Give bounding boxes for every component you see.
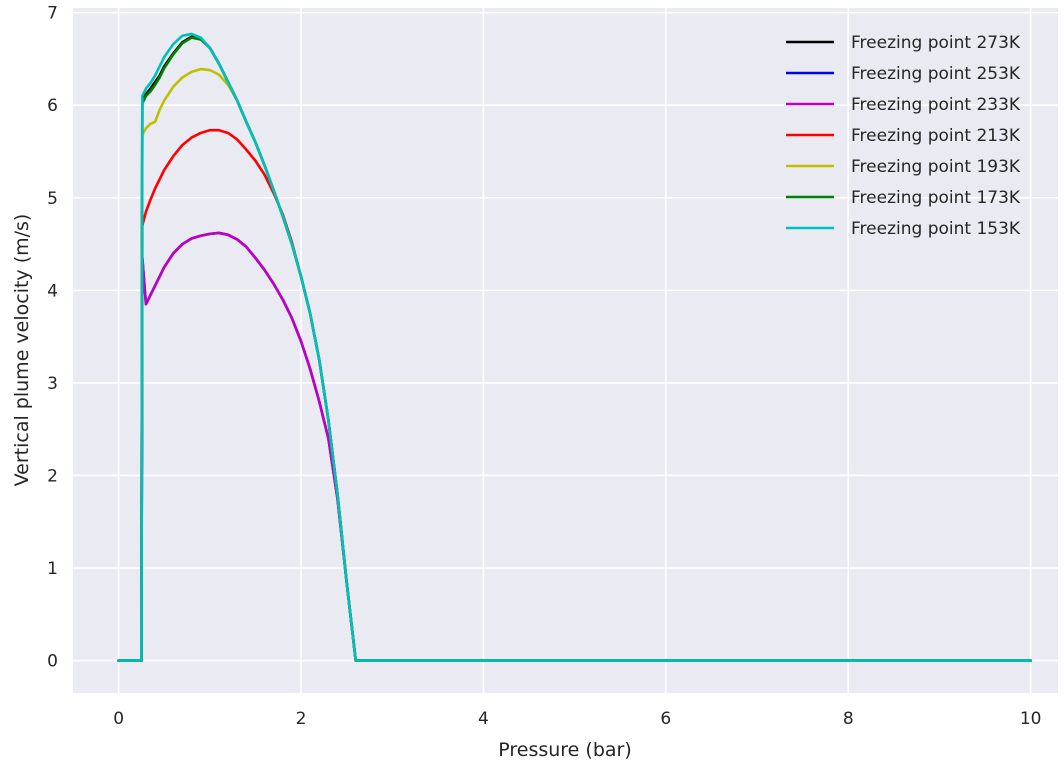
plot-background: [73, 8, 1058, 693]
y-tick-label: 7: [47, 4, 58, 24]
y-tick-label: 6: [47, 96, 58, 116]
x-tick-label: 6: [660, 709, 671, 729]
series-lines: [117, 32, 1032, 662]
legend-label: Freezing point 273K: [851, 33, 1021, 53]
y-tick-label: 1: [47, 559, 58, 579]
y-tick-label: 2: [47, 466, 58, 486]
series-line-6: [117, 32, 1032, 662]
legend-label: Freezing point 193K: [851, 157, 1021, 177]
x-tick-label: 10: [1020, 709, 1042, 729]
x-axis-label: Pressure (bar): [498, 739, 632, 761]
y-tick-label: 4: [47, 281, 58, 301]
x-tick-label: 4: [478, 709, 489, 729]
legend-label: Freezing point 153K: [851, 219, 1021, 239]
y-axis-label: Vertical plume velocity (m/s): [11, 214, 33, 487]
x-tick-label: 2: [296, 709, 307, 729]
x-tick-label: 8: [843, 709, 854, 729]
y-tick-label: 3: [47, 374, 58, 394]
tick-labels: 0 2 4 6 8 10 0 1 2 3 4 5 6 7: [47, 4, 1041, 729]
legend: Freezing point 273K Freezing point 253K Fr…: [786, 33, 1021, 239]
y-tick-label: 0: [47, 652, 58, 672]
legend-label: Freezing point 233K: [851, 95, 1021, 115]
legend-label: Freezing point 213K: [851, 126, 1021, 146]
legend-label: Freezing point 253K: [851, 64, 1021, 84]
grid-lines: [73, 8, 1058, 693]
x-tick-label: 0: [113, 709, 124, 729]
legend-label: Freezing point 173K: [851, 188, 1021, 208]
y-tick-label: 5: [47, 189, 58, 209]
